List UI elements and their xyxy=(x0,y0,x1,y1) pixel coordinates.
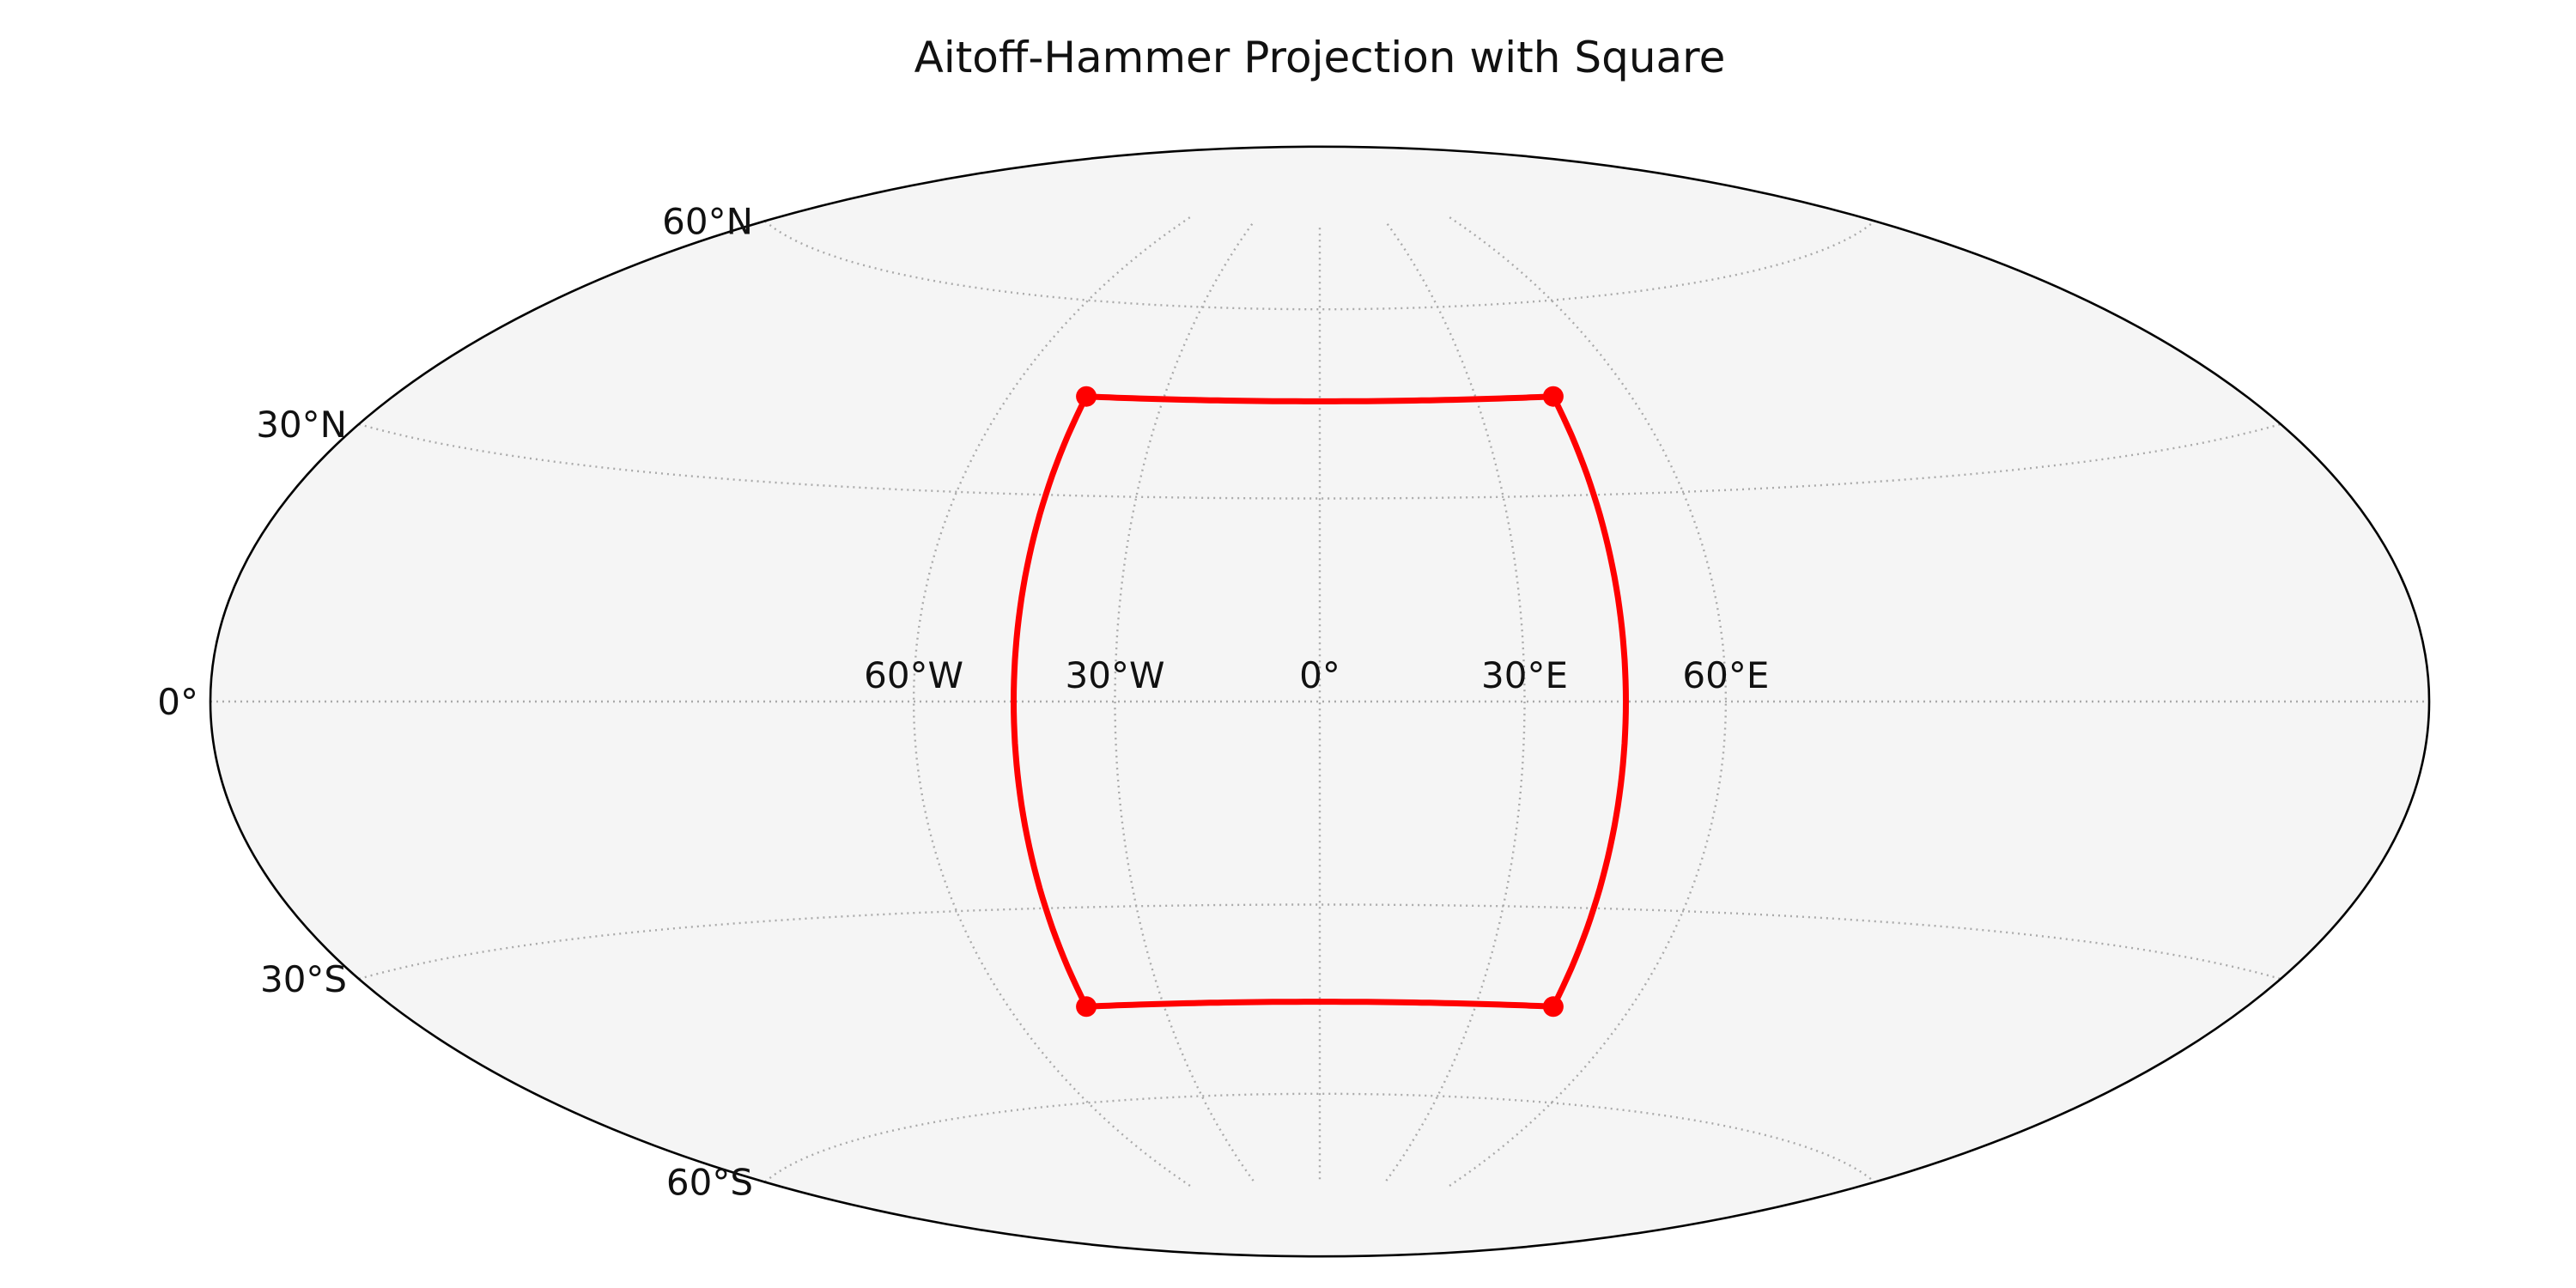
longitude-tick-label: 0° xyxy=(1299,654,1340,696)
data-point xyxy=(1076,386,1097,407)
data-point xyxy=(1542,386,1564,407)
data-point xyxy=(1076,996,1097,1018)
chart-title: Aitoff-Hammer Projection with Square xyxy=(914,33,1726,82)
graticule xyxy=(210,216,2429,1187)
tick-labels: 60°W 30°W 0° 30°E 60°E 60°S 30°S 0° 30°N 60°N xyxy=(157,201,1769,1204)
data-point xyxy=(1542,996,1564,1018)
longitude-tick-label: 30°E xyxy=(1481,654,1568,696)
map-boundary xyxy=(209,145,2431,1258)
longitude-tick-label: 30°W xyxy=(1066,654,1165,696)
latitude-tick-label: 30°S xyxy=(260,958,347,1000)
longitude-gridline xyxy=(1114,222,1255,1182)
latitude-tick-label: 60°S xyxy=(666,1162,753,1204)
map-background xyxy=(210,146,2430,1257)
latitude-tick-label: 30°N xyxy=(256,404,347,446)
longitude-tick-label: 60°E xyxy=(1682,654,1769,696)
latitude-tick-label: 0° xyxy=(157,681,198,723)
longitude-gridline xyxy=(1385,222,1526,1182)
longitude-tick-label: 60°W xyxy=(864,654,963,696)
latitude-tick-label: 60°N xyxy=(662,201,753,243)
series-layer xyxy=(1011,386,1629,1018)
